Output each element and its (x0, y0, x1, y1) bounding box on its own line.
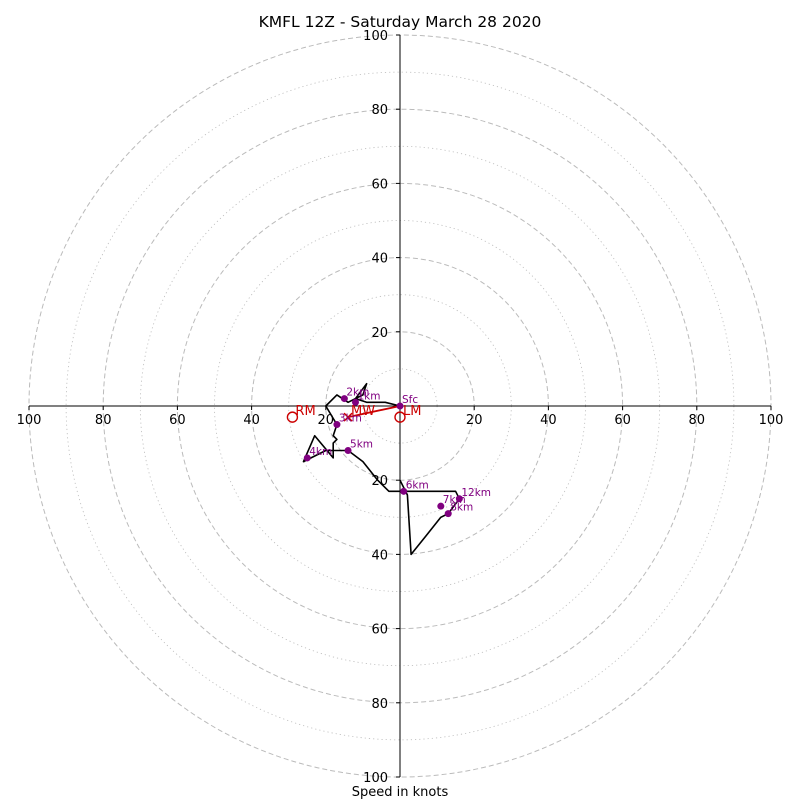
tick-label-left-100: 100 (17, 413, 42, 428)
storm-motion-mw-marker (343, 412, 353, 422)
tick-label-right-80: 80 (689, 413, 706, 428)
level-marker-12km (455, 495, 463, 503)
tick-label-right-100: 100 (759, 413, 784, 428)
level-marker-8km (444, 510, 452, 518)
level-label-1km: 1km (357, 390, 380, 402)
storm-motion-lm-marker (394, 411, 406, 423)
level-marker-7km (437, 502, 445, 510)
tick-label-left-20: 20 (318, 413, 335, 428)
tick-label-bottom-40: 40 (371, 548, 388, 563)
wind-trace (302, 382, 461, 556)
tick-label-right-60: 60 (614, 413, 631, 428)
level-label-4km: 4km (309, 446, 332, 458)
axis-tick-labels: 2020202040404040606060608080808010010010… (17, 29, 784, 786)
level-marker-6km (400, 487, 408, 495)
storm-motion-mw-label: MW (351, 404, 375, 419)
tick-label-right-40: 40 (540, 413, 557, 428)
level-label-3km: 3km (339, 413, 362, 425)
tick-label-left-80: 80 (95, 413, 112, 428)
wind-trace-line (302, 382, 461, 556)
level-marker-3km (333, 421, 341, 429)
tick-label-bottom-100: 100 (363, 771, 388, 786)
storm-motion-rm-marker (286, 411, 299, 423)
tick-label-top-60: 60 (371, 177, 388, 192)
level-label-sfc: Sfc (402, 394, 418, 406)
level-marker-1km (351, 398, 359, 406)
storm-motion: RM LM MW (286, 404, 421, 423)
chart-title: KMFL 12Z - Saturday March 28 2020 (259, 13, 542, 31)
tick-label-top-100: 100 (363, 29, 388, 44)
level-label-6km: 6km (406, 479, 429, 491)
x-axis-label: Speed in knots (352, 785, 449, 800)
tick-label-top-20: 20 (371, 326, 388, 341)
level-marker-sfc (396, 402, 404, 410)
level-label-5km: 5km (350, 439, 373, 451)
level-label-2km: 2km (346, 387, 369, 399)
level-marker-4km (303, 454, 311, 462)
tick-label-top-80: 80 (371, 103, 388, 118)
tick-label-left-60: 60 (169, 413, 186, 428)
tick-label-bottom-80: 80 (371, 697, 388, 712)
level-marker-5km (344, 447, 352, 455)
level-marker-2km (340, 395, 348, 403)
storm-motion-rm-label: RM (295, 404, 315, 419)
tick-label-bottom-60: 60 (371, 623, 388, 638)
tick-label-right-20: 20 (466, 413, 483, 428)
tick-label-left-40: 40 (243, 413, 260, 428)
level-label-12km: 12km (461, 487, 491, 499)
storm-motion-lm-label: LM (403, 404, 421, 419)
tick-label-top-40: 40 (371, 252, 388, 267)
shear-vector (347, 405, 401, 419)
level-label-8km: 8km (450, 502, 473, 514)
